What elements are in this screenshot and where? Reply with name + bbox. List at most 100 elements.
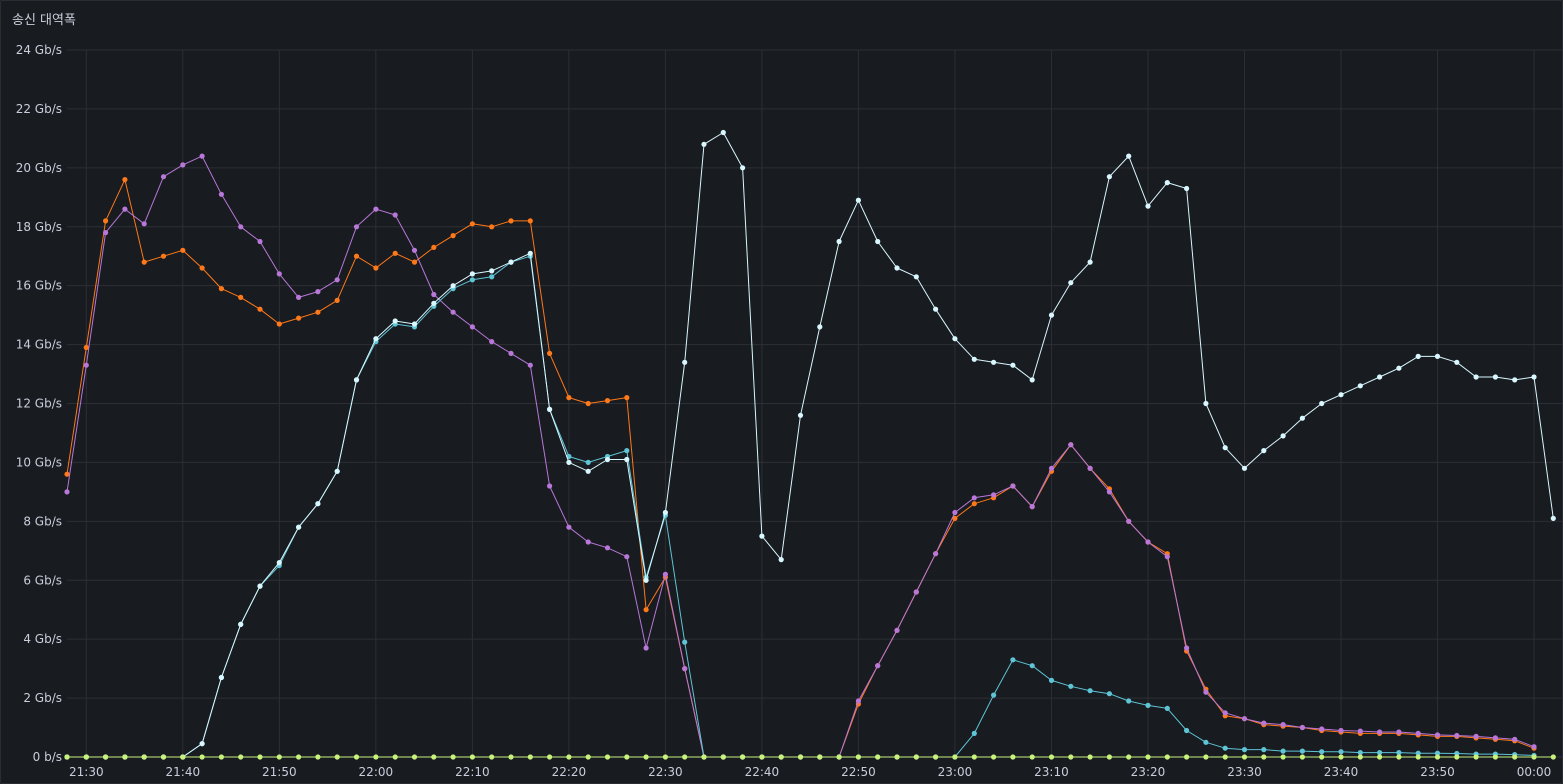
- data-point[interactable]: [527, 218, 533, 224]
- data-point[interactable]: [64, 754, 70, 760]
- data-point[interactable]: [334, 468, 340, 474]
- data-point[interactable]: [1068, 442, 1074, 448]
- data-point[interactable]: [1377, 754, 1383, 760]
- data-point[interactable]: [1164, 180, 1170, 186]
- data-point[interactable]: [740, 754, 746, 760]
- data-point[interactable]: [682, 639, 688, 645]
- data-point[interactable]: [1126, 518, 1132, 524]
- data-point[interactable]: [1087, 688, 1093, 694]
- data-point[interactable]: [1164, 705, 1170, 712]
- data-point[interactable]: [547, 754, 553, 760]
- data-point[interactable]: [160, 174, 167, 180]
- data-point[interactable]: [1357, 754, 1363, 760]
- data-point[interactable]: [1512, 736, 1518, 742]
- data-point[interactable]: [1126, 754, 1132, 760]
- data-point[interactable]: [1512, 754, 1518, 760]
- data-point[interactable]: [1512, 377, 1518, 383]
- data-point[interactable]: [894, 627, 900, 633]
- data-point[interactable]: [296, 294, 302, 300]
- data-point[interactable]: [392, 250, 398, 256]
- data-point[interactable]: [1010, 362, 1016, 368]
- data-point[interactable]: [141, 754, 147, 760]
- data-point[interactable]: [450, 233, 456, 239]
- data-point[interactable]: [1319, 726, 1325, 732]
- data-point[interactable]: [450, 309, 456, 315]
- data-point[interactable]: [566, 754, 572, 760]
- data-point[interactable]: [103, 754, 109, 760]
- data-point[interactable]: [1145, 702, 1151, 709]
- data-point[interactable]: [469, 754, 475, 760]
- data-point[interactable]: [1550, 515, 1556, 522]
- data-point[interactable]: [469, 324, 475, 330]
- data-point[interactable]: [411, 754, 418, 760]
- data-point[interactable]: [817, 754, 823, 760]
- data-point[interactable]: [1280, 722, 1286, 728]
- data-point[interactable]: [180, 247, 186, 253]
- data-point[interactable]: [122, 206, 128, 212]
- data-point[interactable]: [624, 395, 630, 401]
- data-point[interactable]: [1048, 312, 1055, 318]
- data-point[interactable]: [624, 448, 630, 454]
- data-point[interactable]: [1222, 445, 1228, 451]
- data-point[interactable]: [1299, 748, 1305, 754]
- data-point[interactable]: [1145, 203, 1151, 209]
- data-point[interactable]: [1184, 754, 1190, 760]
- data-point[interactable]: [1434, 750, 1441, 756]
- data-point[interactable]: [1222, 710, 1228, 716]
- data-point[interactable]: [875, 238, 881, 245]
- data-point[interactable]: [122, 754, 128, 760]
- data-point[interactable]: [952, 336, 958, 342]
- data-point[interactable]: [894, 754, 900, 760]
- data-point[interactable]: [276, 271, 282, 277]
- data-point[interactable]: [489, 274, 495, 280]
- data-point[interactable]: [1531, 374, 1537, 380]
- data-point[interactable]: [334, 754, 340, 760]
- data-point[interactable]: [1492, 735, 1498, 741]
- data-point[interactable]: [547, 406, 553, 412]
- data-point[interactable]: [991, 359, 997, 365]
- data-point[interactable]: [1550, 754, 1556, 760]
- data-point[interactable]: [1087, 259, 1093, 265]
- data-point[interactable]: [1068, 280, 1074, 286]
- data-point[interactable]: [662, 754, 669, 760]
- data-point[interactable]: [122, 177, 128, 183]
- data-point[interactable]: [1492, 754, 1498, 760]
- data-point[interactable]: [1299, 415, 1305, 421]
- data-point[interactable]: [971, 501, 977, 507]
- data-point[interactable]: [1068, 683, 1074, 689]
- data-point[interactable]: [797, 754, 804, 760]
- data-point[interactable]: [296, 524, 302, 530]
- data-point[interactable]: [1222, 745, 1228, 751]
- data-point[interactable]: [836, 238, 842, 245]
- data-point[interactable]: [334, 277, 340, 283]
- data-point[interactable]: [1203, 400, 1209, 407]
- data-point[interactable]: [1106, 489, 1112, 495]
- data-point[interactable]: [1261, 448, 1267, 454]
- data-point[interactable]: [469, 221, 475, 227]
- data-point[interactable]: [1087, 465, 1093, 471]
- data-point[interactable]: [1531, 744, 1537, 750]
- data-point[interactable]: [1434, 732, 1441, 738]
- data-point[interactable]: [1357, 728, 1363, 734]
- data-point[interactable]: [701, 754, 707, 760]
- data-point[interactable]: [547, 483, 553, 489]
- data-point[interactable]: [489, 754, 495, 760]
- data-point[interactable]: [141, 259, 147, 265]
- data-point[interactable]: [257, 754, 263, 760]
- data-point[interactable]: [83, 344, 89, 351]
- data-point[interactable]: [1029, 377, 1035, 383]
- data-point[interactable]: [1319, 754, 1325, 760]
- data-point[interactable]: [1145, 539, 1151, 545]
- data-point[interactable]: [1338, 727, 1344, 734]
- data-point[interactable]: [855, 197, 862, 203]
- data-point[interactable]: [1048, 465, 1055, 471]
- data-point[interactable]: [1145, 754, 1151, 760]
- data-point[interactable]: [1473, 754, 1479, 760]
- data-point[interactable]: [353, 754, 360, 760]
- data-point[interactable]: [1010, 657, 1016, 663]
- data-point[interactable]: [1106, 691, 1112, 697]
- data-point[interactable]: [1029, 754, 1035, 760]
- data-point[interactable]: [547, 350, 553, 356]
- data-point[interactable]: [836, 754, 842, 760]
- data-point[interactable]: [701, 141, 707, 147]
